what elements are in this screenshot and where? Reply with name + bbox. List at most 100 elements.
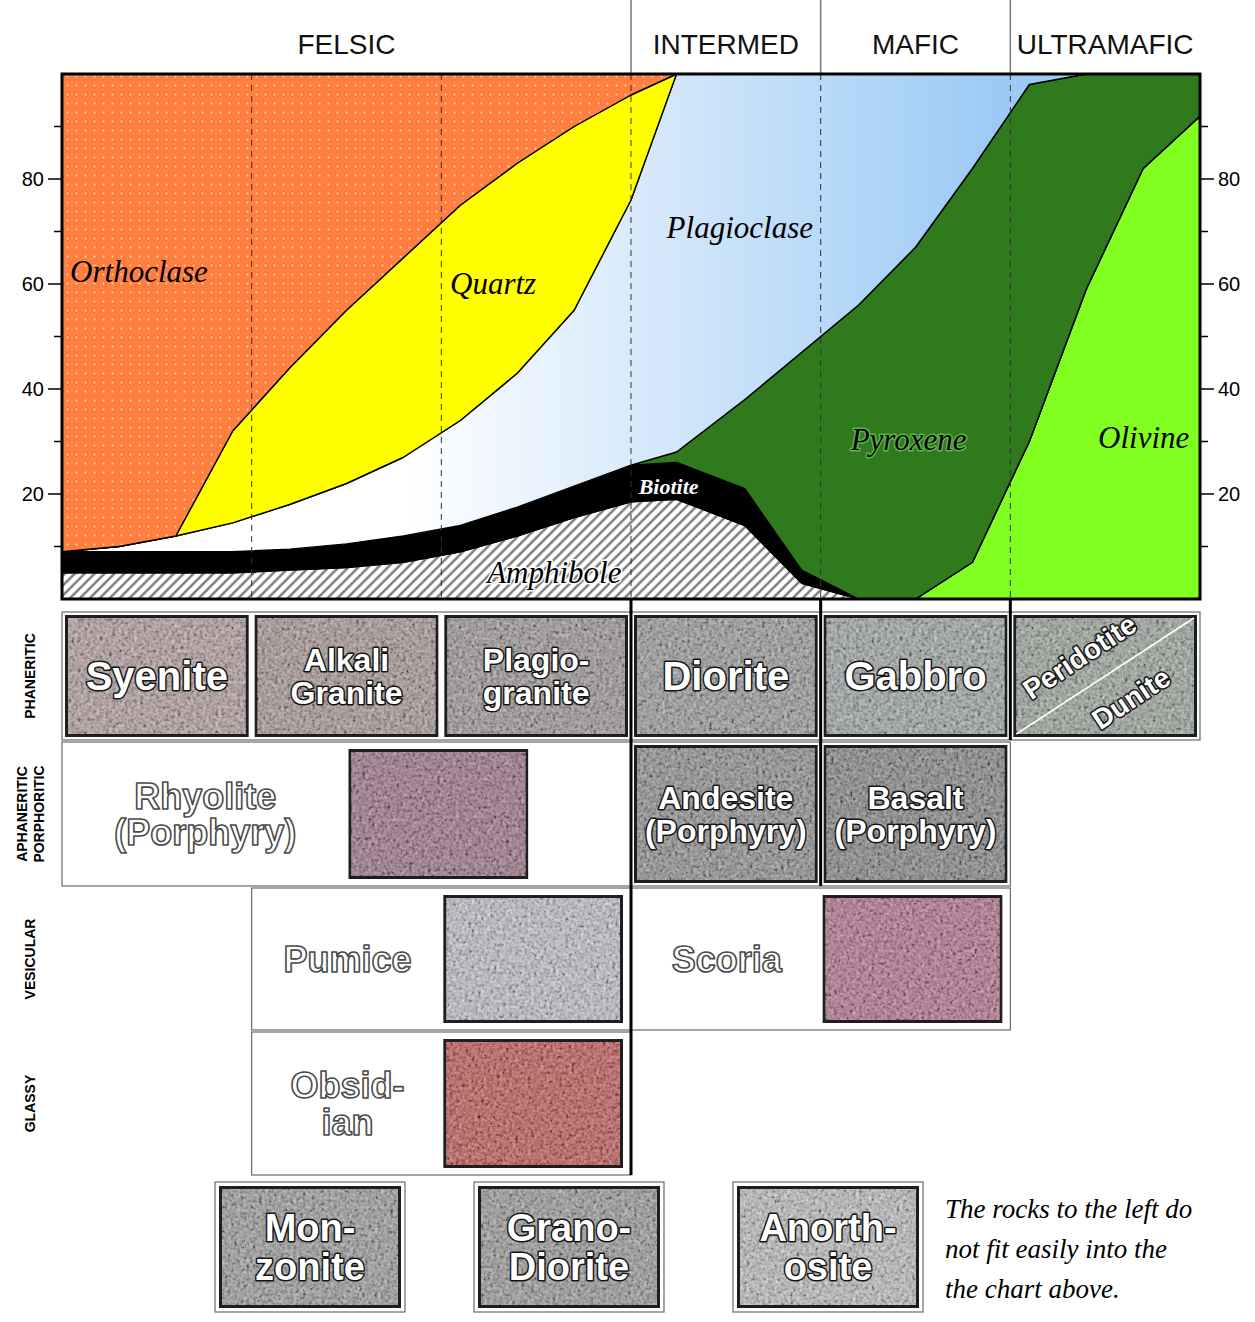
minor-tick [1200,231,1208,233]
rock-name: granite [483,675,590,711]
extra-rock: Mon-zonite [215,1182,405,1312]
series-label: Quartz [450,266,536,301]
photo-ground [255,615,439,737]
group-heading: FELSIC [297,29,395,60]
band-divider [251,74,252,599]
photo-ground [824,745,1008,883]
photo-ground [443,1039,623,1168]
minor-tick [54,336,62,338]
photo-ground [737,1186,919,1308]
rock-texture [637,618,815,734]
plot-area [62,74,1200,599]
rock-name: Andesite [658,780,793,816]
rock-cell: Scoria [672,895,1003,1023]
series-label: Orthoclase [70,254,208,289]
band-divider [1010,74,1011,599]
photo-ground [349,749,529,879]
rock-name: Diorite [662,654,789,698]
row-frame [62,742,1010,886]
tick-label: 20 [1218,483,1240,505]
extra-frame [733,1182,923,1312]
rock-name: (Porphyry) [114,812,296,853]
minor-tick [1200,441,1208,443]
row-label: GLASSY [22,1074,38,1132]
band-divider [441,74,442,599]
rock-photo [637,748,815,880]
rock-photo [637,618,815,734]
photo-ground [824,615,1008,737]
row-label: VESICULAR [22,919,38,1000]
row-label-group: APHANERITICPORPHORITIC [14,765,47,862]
rock-cell: Pumice [283,895,623,1023]
group-heading: INTERMED [653,29,799,60]
rock-cell: Obsid-ian [291,1039,624,1168]
row-label-group: VESICULAR [22,919,38,1000]
tick-label: 80 [22,168,44,190]
rock-name: Anorth- [759,1207,896,1249]
rock-texture [637,748,815,880]
rock-name: Scoria [672,939,783,980]
rock-name: Diorite [509,1246,629,1288]
column-divider [630,599,633,1175]
plot-frame [62,74,1200,599]
tick-label: 40 [22,378,44,400]
series-labels: OlivineAmphiboleBiotitePyroxenePlagiocla… [70,210,1189,590]
rock-cell: Gabbro [824,615,1008,737]
photo-ground [478,1186,660,1308]
rock-name: Pumice [283,939,411,980]
mineral-area [62,74,1200,599]
rock-name: (Porphyry) [835,813,997,849]
row-label: PHANERITIC [22,633,38,719]
row-label-group: GLASSY [22,1074,38,1132]
rock-name: (Porphyry) [645,813,807,849]
rock-cell: PeridotiteDunite [1013,608,1197,737]
rock-row: Obsid-ian [252,1032,631,1175]
rock-name: osite [784,1246,873,1288]
minor-tick [1200,336,1208,338]
minor-tick [54,441,62,443]
rock-texture [827,618,1005,734]
tick-label: 60 [22,273,44,295]
band-divider [631,74,632,599]
rock-name: Syenite [86,654,228,698]
photo-ground [634,615,818,737]
rock-photo [352,752,526,876]
tick [48,493,62,495]
group-divider [1010,0,1012,74]
photo-ground [443,895,623,1023]
rock-texture [481,1189,657,1305]
rock-photo [222,1189,398,1305]
rock-cell: Plagio-granite [444,615,628,737]
series-label: Olivine [1098,420,1189,455]
rock-texture [446,1042,620,1165]
tick-label: 80 [1218,168,1240,190]
rock-photo [826,898,1000,1020]
extra-rock: Anorth-osite [733,1182,923,1312]
tick [1200,493,1214,495]
rock-texture [258,618,436,734]
rock-row: Rhyolite(Porphyry)Andesite(Porphyry)Basa… [62,742,1010,886]
row-label: PORPHORITIC [31,765,47,862]
rock-cell: Basalt(Porphyry) [824,745,1008,883]
rock-photo [481,1189,657,1305]
rock-cell: Andesite(Porphyry) [634,745,818,883]
tick [1200,283,1214,285]
group-divider [630,0,632,74]
rock-texture [222,1189,398,1305]
minor-tick [54,546,62,548]
rock-photo [740,1189,916,1305]
rock-photo [446,1042,620,1165]
minor-tick [54,231,62,233]
rock-name: Rhyolite [134,776,276,817]
photo-ground [823,895,1003,1023]
rock-name: Plagio- [483,642,590,678]
series-label: Pyroxene [850,422,967,457]
group-divider [820,0,822,74]
row-frame [252,1032,631,1175]
photo-ground [219,1186,401,1308]
rock-photo [447,618,625,734]
rock-photo [827,748,1005,880]
photo-ground [634,745,818,883]
rock-photo [446,898,620,1020]
minor-tick [1200,126,1208,128]
